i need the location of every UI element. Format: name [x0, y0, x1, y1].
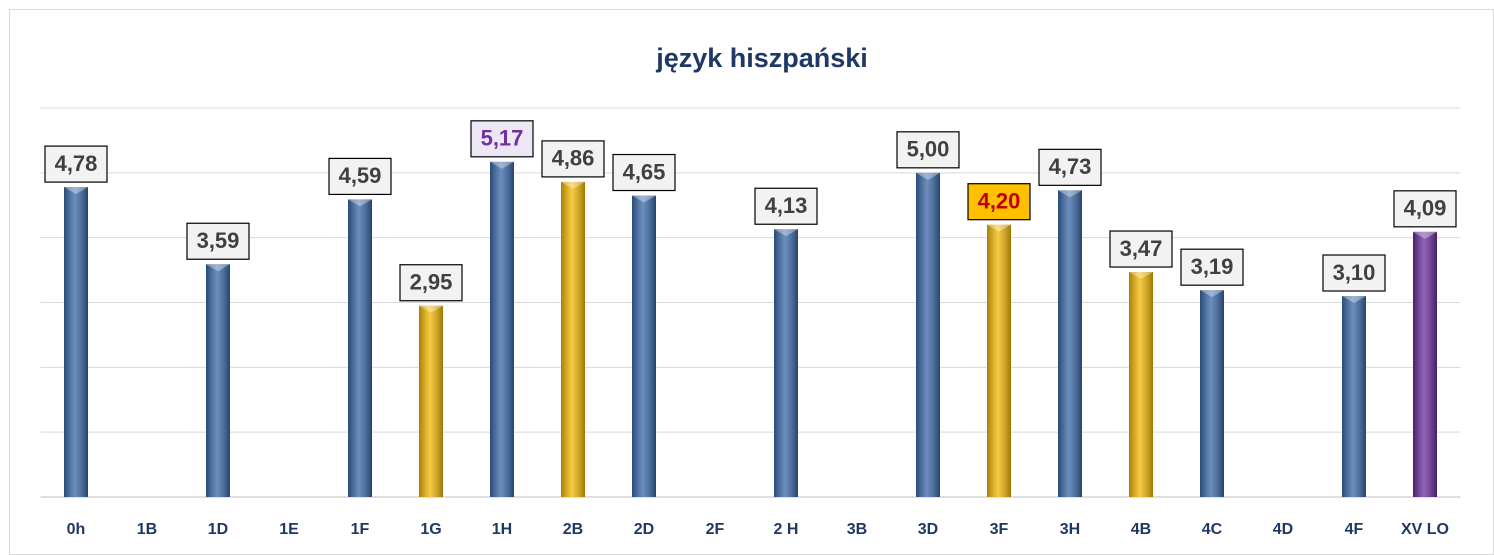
bar-bevel	[1129, 272, 1153, 280]
value-label-box	[541, 140, 605, 178]
value-label: 3,19	[1191, 254, 1234, 279]
value-label-box	[470, 120, 534, 158]
bar-shade	[1058, 190, 1082, 498]
value-label: 4,65	[623, 159, 666, 184]
x-tick-label: 1E	[279, 521, 299, 538]
bar-bevel	[64, 187, 88, 195]
bar-shade	[1413, 231, 1437, 497]
bar-shade	[1342, 296, 1366, 497]
value-label: 4,78	[55, 151, 98, 176]
value-label: 5,17	[481, 126, 524, 151]
x-tick-label: 1B	[137, 521, 157, 538]
x-tick-label: 1D	[208, 521, 228, 538]
x-tick-label: 4B	[1131, 521, 1151, 538]
bar-bevel	[774, 229, 798, 237]
x-tick-label: 1H	[492, 521, 512, 538]
bar-shade	[561, 181, 585, 497]
value-label-box	[1109, 230, 1173, 268]
x-tick-label: 1G	[420, 521, 441, 538]
value-label: 3,10	[1333, 260, 1376, 285]
value-label: 4,59	[339, 163, 382, 188]
bar-bevel	[1058, 190, 1082, 198]
x-tick-label: 4F	[1345, 521, 1364, 538]
bar-shade	[1200, 290, 1224, 497]
value-label-box	[1322, 254, 1386, 292]
value-label-box	[399, 264, 463, 302]
x-tick-label: 3H	[1060, 521, 1080, 538]
bar-shade	[419, 305, 443, 497]
x-tick-label: 3B	[847, 521, 867, 538]
value-label-box	[1180, 248, 1244, 286]
chart-frame	[9, 9, 1494, 555]
x-tick-label: XV LO	[1401, 521, 1449, 538]
bar-bevel	[916, 172, 940, 180]
x-tick-label: 3F	[990, 521, 1009, 538]
bar-bevel	[1342, 296, 1366, 304]
bar-shade	[490, 161, 514, 498]
value-label: 4,86	[552, 146, 595, 171]
bar-shade	[206, 264, 230, 497]
value-label: 3,59	[197, 228, 240, 253]
x-tick-label: 2B	[563, 521, 583, 538]
value-label-box	[896, 131, 960, 169]
x-tick-label: 4C	[1202, 521, 1223, 538]
x-tick-label: 0h	[67, 521, 86, 538]
value-label-box	[967, 183, 1031, 221]
value-label: 5,00	[907, 137, 950, 162]
bar-bevel	[490, 161, 514, 169]
value-label: 3,47	[1120, 236, 1163, 261]
value-label-box	[612, 153, 676, 192]
x-tick-label: 2D	[634, 521, 654, 538]
value-label: 4,09	[1404, 196, 1447, 221]
value-label: 4,73	[1049, 154, 1092, 179]
bar-bevel	[1413, 231, 1437, 239]
value-label-box	[328, 157, 392, 196]
bar-bevel	[632, 195, 656, 203]
value-label-box	[186, 222, 250, 260]
value-label-box	[1393, 190, 1457, 228]
bar-bevel	[419, 305, 443, 313]
bar-bevel	[1200, 290, 1224, 298]
bar-shade	[916, 172, 940, 498]
value-label: 4,13	[765, 193, 808, 218]
bar-bevel	[987, 224, 1011, 232]
x-tick-label: 2F	[706, 521, 725, 538]
x-tick-label: 3D	[918, 521, 938, 538]
bar-shade	[348, 199, 372, 498]
value-label-box	[1038, 148, 1102, 186]
value-label-box	[754, 187, 818, 225]
x-tick-label: 2 H	[774, 521, 799, 538]
bar-bevel	[206, 264, 230, 272]
bar-shade	[987, 224, 1011, 497]
value-label: 2,95	[410, 270, 453, 295]
bar-bevel	[561, 181, 585, 189]
value-label: 4,20	[978, 189, 1021, 214]
bar-shade	[632, 195, 656, 497]
chart-title: język hiszpański	[655, 43, 868, 73]
bar-shade	[64, 187, 88, 497]
bar-shade	[774, 229, 798, 497]
x-tick-label: 4D	[1273, 521, 1293, 538]
value-label-box	[44, 145, 108, 183]
bar-bevel	[348, 199, 372, 207]
bar-shade	[1129, 272, 1153, 497]
x-tick-label: 1F	[351, 521, 370, 538]
